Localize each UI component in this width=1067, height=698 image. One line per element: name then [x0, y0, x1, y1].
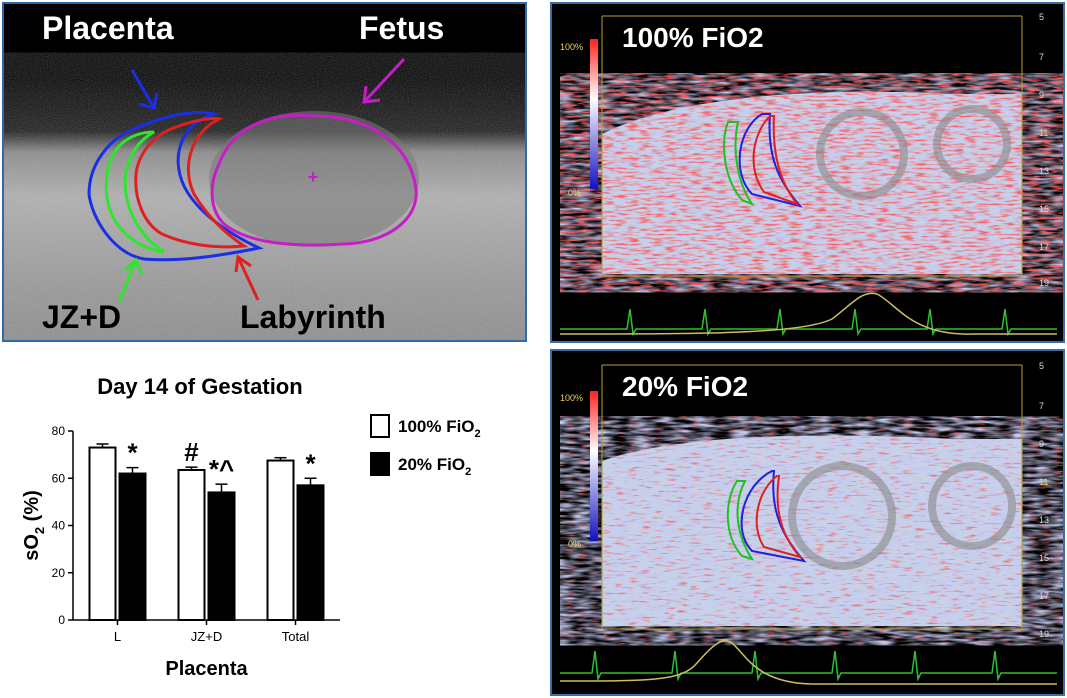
y-tick-label: 60 — [52, 471, 66, 485]
significance-marker: *^ — [209, 454, 234, 484]
depth-axis: 5 7 9 11 13 15 17 19 — [1027, 357, 1057, 647]
jzd-arrow — [117, 257, 144, 303]
legend-swatch — [370, 452, 390, 476]
jzd-outline — [104, 130, 165, 254]
bar — [118, 472, 147, 621]
x-axis-label: Placenta — [165, 658, 248, 680]
labyrinth-label: Labyrinth — [240, 299, 386, 335]
respiration-trace — [559, 640, 1057, 685]
y-axis-label: sO2 (%) — [21, 490, 47, 561]
significance-marker: * — [305, 448, 316, 478]
depth-tick: 5 — [1039, 361, 1045, 371]
x-tick-label: Total — [282, 629, 310, 644]
depth-tick: 7 — [1039, 401, 1045, 411]
depth-tick: 19 — [1039, 629, 1050, 639]
ecg-trace — [560, 308, 1057, 337]
significance-marker: * — [127, 438, 138, 468]
depth-tick: 5 — [1039, 12, 1045, 22]
depth-tick: 9 — [1039, 439, 1045, 449]
placenta-outline — [87, 110, 264, 262]
scale-min-label: 0% — [568, 188, 582, 198]
oxygenation-map-100-panel: 100% FiO2 100% 0% 5 7 9 11 13 15 17 19 — [550, 2, 1065, 343]
bar — [88, 446, 117, 621]
ultrasound-annotated-panel: + Placenta Fetus JZ+D Labyrinth — [2, 2, 527, 342]
scale-max-label: 100% — [560, 42, 584, 52]
chart-title: Day 14 of Gestation — [97, 374, 302, 399]
x-tick-label: JZ+D — [191, 629, 222, 644]
depth-tick: 11 — [1039, 128, 1049, 138]
bar-chart-panel: Day 14 of Gestation 0 20 40 60 80 sO2 (%) Place… — [0, 345, 545, 698]
y-tick-label: 40 — [52, 519, 66, 533]
bar — [296, 484, 325, 621]
y-tick-label: 20 — [52, 566, 66, 580]
depth-tick: 19 — [1039, 278, 1050, 288]
legend-label: 20% FiO2 — [398, 455, 471, 478]
svg-text:+: + — [308, 167, 319, 187]
fetus-arrow — [362, 57, 406, 104]
oxygenation-map-20-image — [552, 351, 1063, 694]
depth-axis: 5 7 9 11 13 15 17 19 — [1027, 8, 1057, 298]
legend-label: 100% FiO2 — [398, 417, 481, 440]
oxygenation-map-20-panel: 20% FiO2 100% 0% 5 7 9 11 13 15 17 19 — [550, 349, 1065, 696]
ultrasound-annotated-image: + — [4, 4, 525, 340]
fetus-region — [209, 111, 419, 247]
x-tick-label: L — [114, 629, 121, 644]
depth-tick: 9 — [1039, 90, 1045, 100]
depth-tick: 7 — [1039, 52, 1045, 62]
legend-swatch — [370, 414, 390, 438]
depth-tick: 17 — [1039, 591, 1050, 601]
ecg-trace — [560, 650, 1057, 682]
significance-marker: # — [184, 437, 199, 467]
fetus-outline — [210, 113, 418, 247]
depth-tick: 13 — [1039, 515, 1050, 525]
jzd-label: JZ+D — [42, 299, 122, 335]
placenta-arrow — [130, 69, 159, 110]
scale-max-label: 100% — [560, 393, 584, 403]
y-tick-label: 80 — [52, 424, 66, 438]
labyrinth-outline — [134, 117, 249, 249]
bar — [207, 491, 236, 621]
labyrinth-arrow — [234, 254, 260, 301]
fetus-label: Fetus — [359, 10, 445, 46]
bar — [177, 468, 206, 621]
oxygen-condition-title-100: 100% FiO2 — [622, 22, 764, 53]
y-tick-label: 0 — [58, 613, 65, 627]
bar-chart: Day 14 of Gestation 0 20 40 60 80 sO2 (%) Place… — [21, 374, 481, 680]
depth-tick: 13 — [1039, 166, 1050, 176]
placenta-label: Placenta — [42, 10, 174, 46]
scale-min-label: 0% — [568, 539, 582, 549]
depth-tick: 15 — [1039, 204, 1050, 214]
respiration-trace — [559, 292, 1057, 335]
bar — [266, 459, 295, 621]
depth-tick: 17 — [1039, 242, 1050, 252]
depth-tick: 11 — [1039, 477, 1049, 487]
oxygenation-map-100-image — [552, 4, 1063, 341]
depth-tick: 15 — [1039, 553, 1050, 563]
oxygen-condition-title-20: 20% FiO2 — [622, 371, 749, 402]
